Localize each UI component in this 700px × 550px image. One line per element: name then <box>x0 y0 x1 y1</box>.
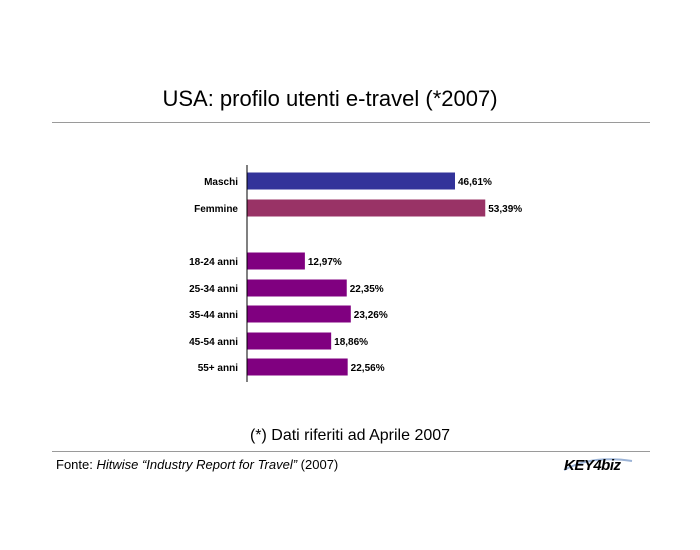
source-prefix: Fonte: <box>56 457 97 472</box>
bar-35-44-anni <box>247 305 351 323</box>
category-label: 55+ anni <box>198 363 239 374</box>
category-label: 18-24 anni <box>189 257 238 268</box>
value-label: 18,86% <box>334 337 368 348</box>
chart-footnote: (*) Dati riferiti ad Aprile 2007 <box>249 427 451 444</box>
source-citation: Fonte: Hitwise “Industry Report for Trav… <box>56 457 338 472</box>
footer-divider <box>52 451 650 452</box>
value-label: 23,26% <box>354 310 388 321</box>
bar-55-anni <box>247 358 348 376</box>
category-label: 35-44 anni <box>189 310 238 321</box>
title-divider <box>52 122 650 123</box>
value-label: 53,39% <box>488 204 522 215</box>
value-label: 22,35% <box>350 284 384 295</box>
source-title: Hitwise “Industry Report for Travel” <box>96 457 298 472</box>
bar-45-54-anni <box>247 332 332 350</box>
category-label: 45-54 anni <box>189 337 238 348</box>
category-label: 25-34 anni <box>189 284 238 295</box>
value-label: 46,61% <box>458 177 492 188</box>
value-label: 22,56% <box>351 363 385 374</box>
bar-25-34-anni <box>247 279 347 297</box>
category-label: Maschi <box>204 177 238 188</box>
category-label: Femmine <box>194 204 238 215</box>
bar-18-24-anni <box>247 252 305 270</box>
bar-chart: Maschi 46,61% Femmine 53,39% 18-24 anni 12,97… <box>189 165 522 382</box>
logo-text: KEY4biz <box>564 457 622 474</box>
bar-femmine <box>247 199 486 217</box>
source-year: (2007) <box>297 457 339 472</box>
page-title: USA: profilo utenti e-travel (*2007) <box>162 86 498 111</box>
bar-maschi <box>247 172 455 190</box>
value-label: 12,97% <box>308 257 342 268</box>
key4biz-logo: KEY4biz <box>563 457 633 474</box>
